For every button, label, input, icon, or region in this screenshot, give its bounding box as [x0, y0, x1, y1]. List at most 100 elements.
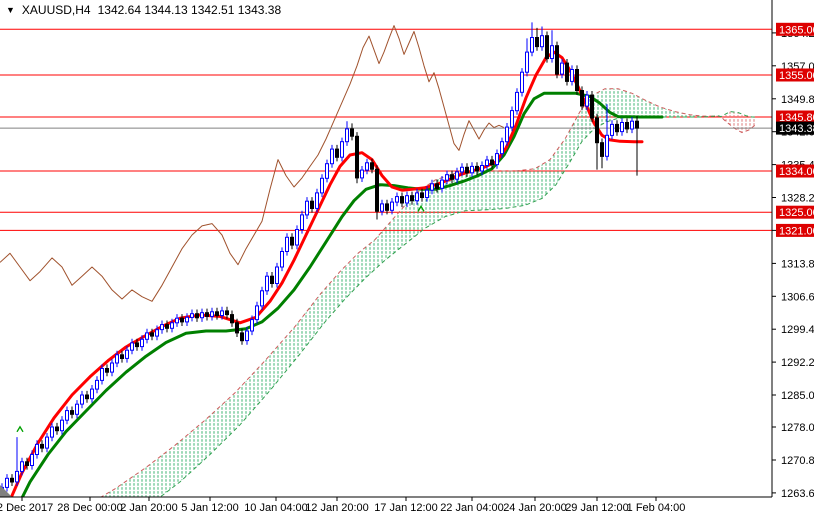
chart-title-bar: ▼ XAUUSD,H4 1342.64 1344.13 1342.51 1343…: [6, 3, 281, 17]
candle-bearish: [370, 162, 374, 170]
candle-bullish: [425, 189, 429, 198]
candle-bullish: [35, 443, 39, 455]
candle-bearish: [615, 123, 619, 133]
candle-bullish: [20, 461, 24, 472]
candle-bearish: [235, 322, 239, 334]
candle-bullish: [470, 165, 474, 174]
candle-bearish: [225, 310, 229, 316]
candle-bullish: [255, 305, 259, 321]
candle-bullish: [190, 313, 194, 318]
candle-bullish: [610, 123, 614, 136]
candle-bearish: [600, 142, 604, 157]
candle-bullish: [560, 62, 564, 75]
candle-bullish: [460, 166, 464, 173]
candle-bearish: [135, 342, 139, 348]
candle-bearish: [420, 192, 424, 198]
candle-bearish: [385, 203, 389, 211]
kijun-sen-line: [20, 91, 664, 497]
candle-bearish: [165, 324, 169, 329]
y-axis-label: 1313.80: [781, 258, 814, 270]
candle-bearish: [555, 45, 559, 75]
candle-bearish: [625, 122, 629, 130]
candle-bullish: [605, 134, 609, 157]
candle-bearish: [410, 195, 414, 202]
candle-bullish: [630, 120, 634, 130]
candle-bullish: [200, 312, 204, 319]
candle-bullish: [260, 290, 264, 307]
candle-bearish: [310, 200, 314, 209]
candle-bullish: [75, 403, 79, 415]
y-axis-label: 1299.40: [781, 324, 814, 336]
candle-bullish: [445, 174, 449, 181]
candle-bullish: [510, 110, 514, 128]
senkou-span-b-line: [159, 111, 756, 497]
y-axis-label: 1285.00: [781, 390, 814, 402]
current-price-label-text: 1343.38: [779, 123, 814, 135]
x-axis-label: 22 Jan 04:00: [440, 502, 504, 514]
candle-bearish: [195, 313, 199, 319]
candle-bearish: [590, 94, 594, 119]
y-axis-label: 1270.80: [781, 455, 814, 467]
candle-bullish: [185, 316, 189, 323]
candle-bearish: [55, 426, 59, 432]
candle-bearish: [105, 368, 109, 373]
candle-bullish: [145, 332, 149, 340]
x-axis-label: 10 Jan 04:00: [244, 502, 308, 514]
senkou-span-a-line: [100, 88, 757, 497]
x-axis-label: 5 Jan 12:00: [181, 502, 239, 514]
candle-bullish: [155, 329, 159, 337]
candle-bearish: [490, 159, 494, 166]
candle-bullish: [210, 311, 214, 317]
ichimoku-cloud-bull: [101, 88, 721, 497]
x-axis-label: 29 Jan 12:00: [565, 502, 629, 514]
x-axis-label: 2 Jan 20:00: [120, 502, 178, 514]
chikou-span-line: [0, 25, 505, 302]
candle-bullish: [365, 162, 369, 171]
candle-bullish: [620, 122, 624, 133]
corner-marker: [0, 485, 12, 497]
candle-bullish: [60, 419, 64, 432]
candle-bullish: [265, 275, 269, 292]
candle-bullish: [550, 45, 554, 60]
candle-bullish: [585, 94, 589, 107]
candle-bearish: [400, 196, 404, 204]
candle-bearish: [465, 166, 469, 174]
price-level-label-text: 1355.00: [779, 70, 814, 82]
candle-bearish: [180, 317, 184, 323]
x-axis-label: 22 Dec 2017: [0, 502, 53, 514]
plot-area: [0, 22, 772, 497]
signal-arrow-icon: [417, 205, 425, 212]
candle-bearish: [435, 183, 439, 189]
candle-bullish: [455, 171, 459, 180]
candle-bearish: [575, 69, 579, 91]
candle-bullish: [540, 35, 544, 48]
candle-bearish: [270, 275, 274, 285]
chart-dropdown-icon[interactable]: ▼: [6, 4, 15, 15]
y-axis-label: 1306.60: [781, 291, 814, 303]
candle-bearish: [205, 312, 209, 317]
chart-symbol-timeframe: XAUUSD,H4: [21, 3, 91, 17]
candle-bullish: [285, 236, 289, 253]
candle-bullish: [80, 394, 84, 405]
candle-bullish: [325, 163, 329, 179]
price-level-label: [776, 205, 814, 219]
candle-bearish: [335, 148, 339, 158]
candle-bearish: [230, 314, 234, 324]
candle-bullish: [140, 338, 144, 348]
chart-ohlc-values: 1342.64 1344.13 1342.51 1343.38: [97, 3, 282, 17]
candle-bullish: [320, 177, 324, 194]
candle-bullish: [245, 330, 249, 342]
candle-bullish: [430, 183, 434, 191]
candle-bullish: [340, 141, 344, 158]
candle-bearish: [595, 117, 599, 144]
candle-bullish: [100, 368, 104, 381]
candle-bullish: [115, 354, 119, 364]
candles-group: [0, 22, 639, 497]
candle-bullish: [295, 229, 299, 246]
candle-bullish: [360, 169, 364, 179]
candle-bearish: [290, 236, 294, 246]
price-level-label-text: 1345.80: [779, 112, 814, 124]
candle-bearish: [475, 165, 479, 172]
price-level-label: [776, 68, 814, 82]
